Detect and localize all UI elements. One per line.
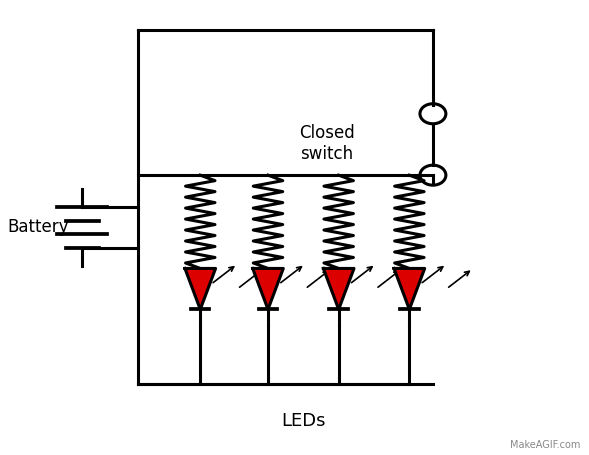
Text: Battery: Battery [8,218,69,237]
Text: MakeAGIF.com: MakeAGIF.com [510,440,580,450]
Polygon shape [394,268,425,309]
Text: LEDs: LEDs [281,412,326,430]
Polygon shape [323,268,354,309]
Text: Closed
switch: Closed switch [299,124,355,163]
Polygon shape [253,268,283,309]
Polygon shape [185,268,216,309]
